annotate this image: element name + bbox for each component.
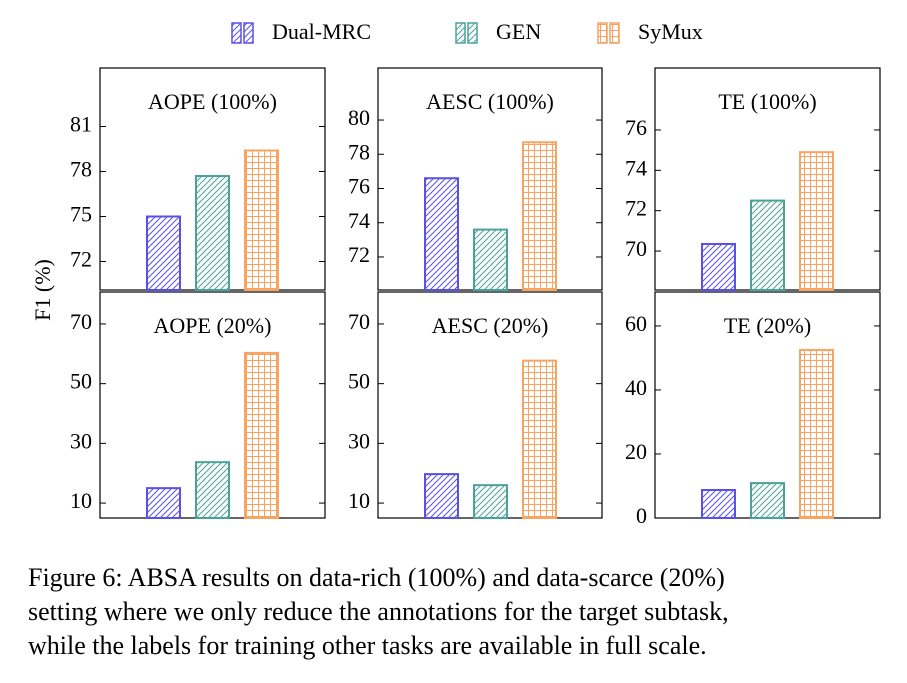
y-tick-label: 81 <box>70 112 92 137</box>
legend-swatch <box>231 22 242 44</box>
y-tick-label: 30 <box>70 428 92 453</box>
y-axis-label: F1 (%) <box>30 259 55 321</box>
bar <box>424 473 459 520</box>
y-tick-label: 78 <box>70 157 92 182</box>
y-tick-label: 76 <box>625 115 647 140</box>
y-tick-label: 40 <box>625 375 647 400</box>
caption-line: while the labels for training other task… <box>28 631 707 660</box>
panel-title: AESC (20%) <box>432 313 549 338</box>
bar <box>473 484 508 520</box>
y-tick-label: 72 <box>70 247 92 272</box>
y-tick-label: 10 <box>348 488 370 513</box>
bar <box>146 215 181 291</box>
y-tick-label: 72 <box>625 196 647 221</box>
y-tick-label: 50 <box>70 369 92 394</box>
panel-title: AESC (100%) <box>426 89 554 114</box>
bar <box>473 228 508 291</box>
legend-swatch <box>243 22 254 44</box>
y-tick-label: 70 <box>625 236 647 261</box>
bar <box>750 482 785 519</box>
y-tick-label: 10 <box>70 488 92 513</box>
y-tick-label: 78 <box>348 139 370 164</box>
y-tick-label: 72 <box>348 242 370 267</box>
legend-swatch <box>455 22 466 44</box>
y-tick-label: 60 <box>625 311 647 336</box>
bar <box>799 348 834 520</box>
y-tick-label: 74 <box>348 208 370 233</box>
legend-label: SyMux <box>638 19 703 44</box>
caption-line: Figure 6: ABSA results on data-rich (100… <box>28 563 725 592</box>
bar <box>195 461 230 519</box>
y-tick-label: 0 <box>636 503 647 528</box>
panel-title: AOPE (100%) <box>148 89 277 114</box>
bar <box>522 141 557 291</box>
bar <box>750 199 785 291</box>
panel-title: TE (100%) <box>718 89 816 114</box>
y-tick-label: 74 <box>625 155 647 180</box>
caption-line: setting where we only reduce the annotat… <box>28 597 729 626</box>
bar <box>146 487 181 520</box>
y-tick-label: 70 <box>70 309 92 334</box>
y-tick-label: 75 <box>70 202 92 227</box>
legend-swatch <box>597 22 608 44</box>
panel-title: AOPE (20%) <box>154 313 272 338</box>
legend-label: GEN <box>496 19 541 44</box>
y-tick-label: 80 <box>348 105 370 130</box>
panel-title: TE (20%) <box>724 313 811 338</box>
y-tick-label: 20 <box>625 439 647 464</box>
bar <box>701 488 736 519</box>
legend-label: Dual-MRC <box>272 19 371 44</box>
y-tick-label: 30 <box>348 428 370 453</box>
legend-swatch <box>609 22 620 44</box>
bar <box>522 359 557 519</box>
bar <box>424 177 459 292</box>
y-tick-label: 70 <box>348 309 370 334</box>
bar <box>195 175 230 291</box>
y-tick-label: 76 <box>348 174 370 199</box>
bar <box>244 149 279 291</box>
legend-swatch <box>467 22 478 44</box>
bar <box>701 242 736 292</box>
y-tick-label: 50 <box>348 369 370 394</box>
bar <box>244 351 279 519</box>
bar <box>799 151 834 291</box>
